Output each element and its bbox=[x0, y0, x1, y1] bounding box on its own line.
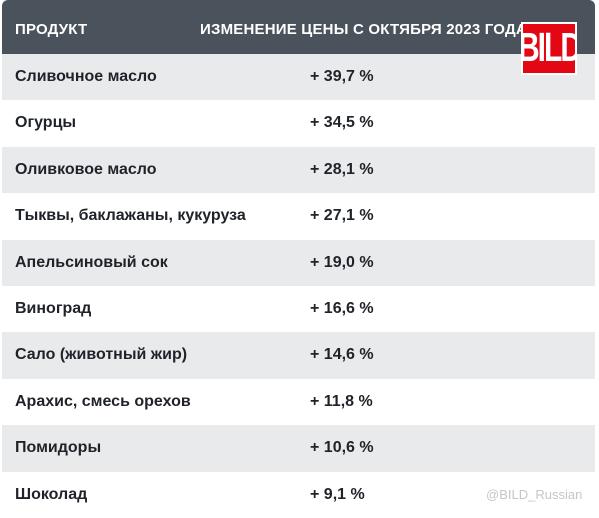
product-name: Сливочное масло bbox=[15, 68, 157, 85]
price-change-value: + 14,6 % bbox=[310, 346, 374, 364]
product-name: Виноград bbox=[15, 299, 92, 317]
product-name: Апельсиновый сок bbox=[15, 253, 168, 271]
product-name: Шоколад bbox=[15, 485, 88, 503]
price-change-value: + 19,0 % bbox=[310, 253, 374, 271]
table-row: Виноград + 16,6 % bbox=[2, 285, 595, 333]
watermark: @BILD_Russian bbox=[486, 487, 583, 502]
header-product: ПРОДУКТ bbox=[15, 21, 88, 38]
price-change-value: + 28,1 % bbox=[310, 160, 374, 178]
product-name: Огурцы bbox=[15, 114, 77, 132]
header-price-change: ИЗМЕНЕНИЕ ЦЕНЫ С ОКТЯБРЯ 2023 ГОДА bbox=[200, 21, 527, 38]
table-row: Огурцы + 34,5 % bbox=[2, 100, 595, 147]
table-body: Сливочное масло + 39,7 % Огурцы + 34,5 %… bbox=[2, 54, 595, 518]
price-change-value: + 27,1 % bbox=[310, 207, 374, 225]
price-change-value: + 16,6 % bbox=[310, 299, 374, 317]
price-change-value: + 11,8 % bbox=[310, 392, 373, 410]
table-header: ПРОДУКТ ИЗМЕНЕНИЕ ЦЕНЫ С ОКТЯБРЯ 2023 ГО… bbox=[2, 0, 595, 54]
product-name: Сало (животный жир) bbox=[15, 346, 188, 364]
table-row: Помидоры + 10,6 % bbox=[2, 425, 595, 472]
table-row: Сало (животный жир) + 14,6 % bbox=[2, 332, 595, 379]
product-name: Тыквы, баклажаны, кукуруза bbox=[15, 207, 246, 225]
price-change-value: + 9,1 % bbox=[310, 485, 365, 503]
product-name: Помидоры bbox=[15, 439, 102, 457]
price-change-value: + 10,6 % bbox=[310, 439, 374, 457]
table-row: Апельсиновый сок + 19,0 % bbox=[2, 239, 595, 286]
product-name: Оливковое масло bbox=[15, 160, 157, 178]
table-row: Шоколад + 9,1 % bbox=[2, 471, 595, 518]
product-name: Арахис, смесь орехов bbox=[15, 392, 191, 410]
price-change-value: + 39,7 % bbox=[310, 68, 374, 85]
table-row: Сливочное масло + 39,7 % bbox=[2, 54, 595, 101]
table-row: Тыквы, баклажаны, кукуруза + 27,1 % bbox=[2, 193, 595, 240]
bild-logo-text: BILD bbox=[521, 25, 577, 71]
table-row: Оливковое масло + 28,1 % bbox=[2, 146, 595, 194]
bild-logo: BILD bbox=[521, 22, 577, 75]
table-row: Арахис, смесь орехов + 11,8 % bbox=[2, 378, 595, 426]
price-change-value: + 34,5 % bbox=[310, 114, 374, 132]
